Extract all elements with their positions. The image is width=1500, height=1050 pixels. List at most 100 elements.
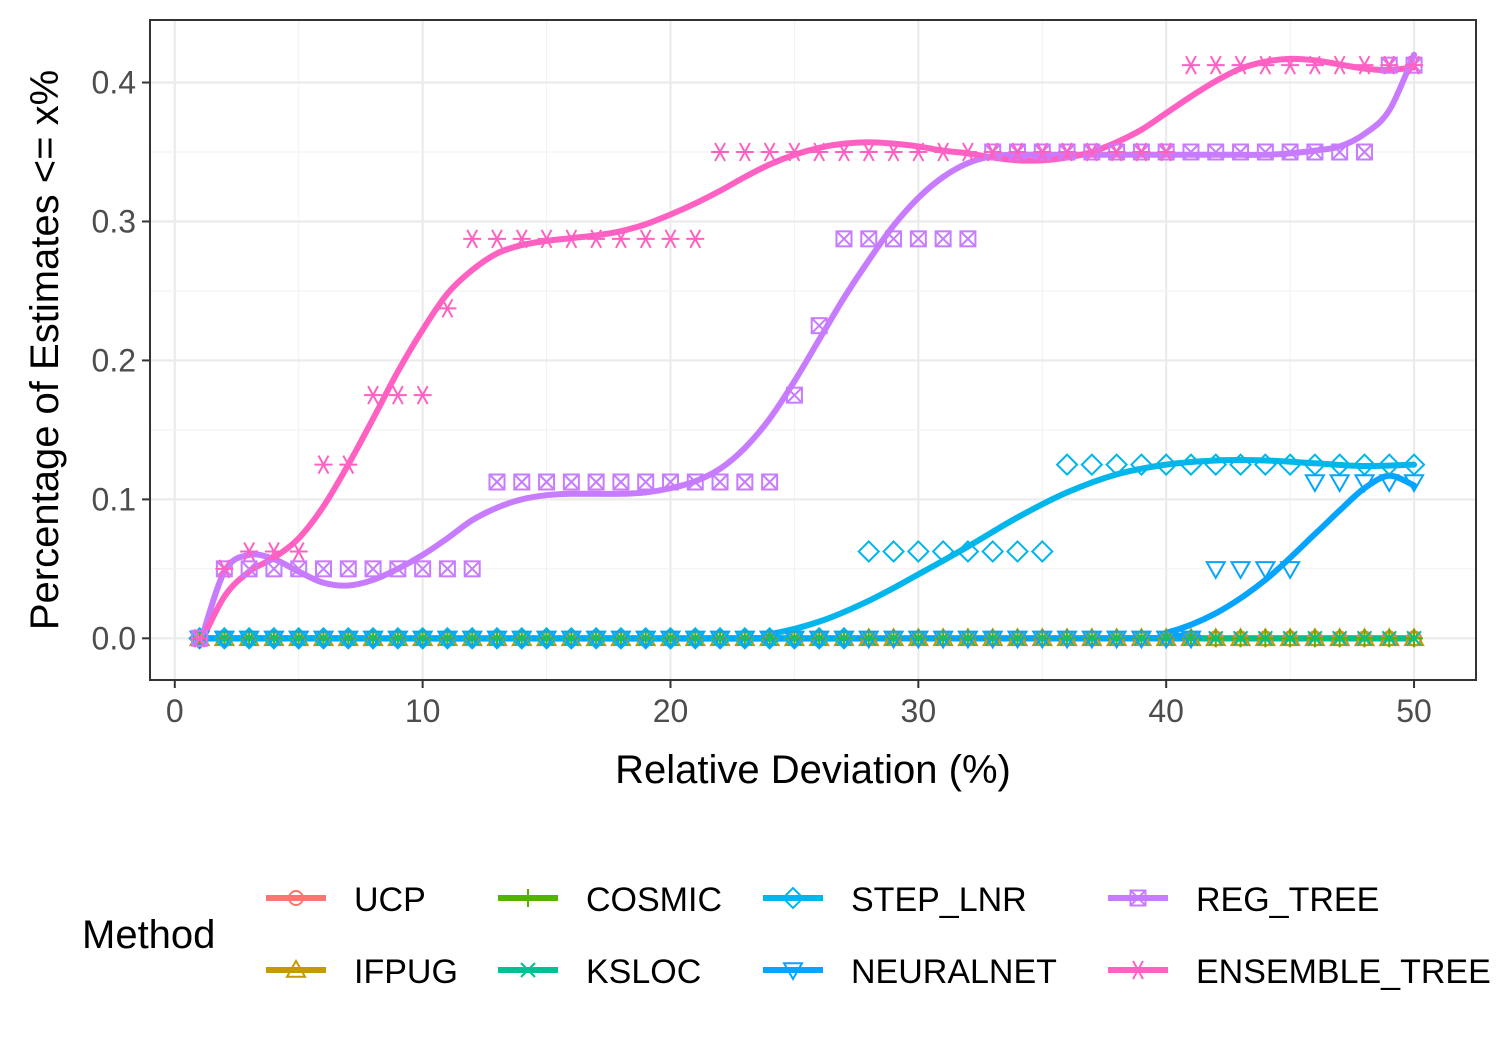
point-ensemble-tree xyxy=(438,298,457,318)
point-ksloc xyxy=(1307,630,1323,647)
point-ensemble-tree xyxy=(834,142,853,162)
point-ensemble-tree xyxy=(636,229,655,249)
legend-item-step-lnr: STEP_LNR xyxy=(763,881,1027,919)
point-reg-tree xyxy=(860,230,878,248)
point-neuralnet xyxy=(634,630,657,650)
x-axis: 0 10 20 30 40 50 xyxy=(166,680,1432,729)
legend-item-ensemble-tree: ENSEMBLE_TREE xyxy=(1108,953,1491,991)
point-neuralnet xyxy=(709,630,731,650)
y-axis: 0.0 0.1 0.2 0.3 0.4 xyxy=(92,65,150,656)
point-ksloc xyxy=(1381,630,1397,647)
point-reg-tree xyxy=(314,560,332,578)
point-ensemble-tree xyxy=(859,142,878,162)
legend-label: IFPUG xyxy=(354,953,458,991)
point-reg-tree xyxy=(364,560,382,578)
point-neuralnet xyxy=(411,630,434,650)
point-neuralnet xyxy=(659,630,682,650)
point-reg-tree xyxy=(389,560,407,578)
point-neuralnet xyxy=(758,630,781,650)
point-ensemble-tree xyxy=(760,142,779,162)
point-neuralnet xyxy=(1403,474,1425,494)
point-neuralnet xyxy=(486,630,508,650)
point-step-lnr xyxy=(1229,453,1252,477)
point-ensemble-tree xyxy=(240,541,259,561)
point-neuralnet xyxy=(808,630,830,650)
legend-label: UCP xyxy=(354,881,426,919)
point-step-lnr xyxy=(906,540,930,563)
point-ensemble-tree xyxy=(413,385,432,405)
point-ensemble-tree xyxy=(1231,55,1250,75)
point-ksloc xyxy=(1208,630,1224,647)
point-neuralnet xyxy=(1081,630,1103,650)
y-tick-label: 0.1 xyxy=(92,481,136,517)
point-ensemble-tree xyxy=(1058,142,1077,162)
point-reg-tree xyxy=(265,560,283,578)
point-reg-tree xyxy=(637,473,655,491)
legend-item-ksloc: KSLOC xyxy=(498,953,701,991)
point-reg-tree xyxy=(463,560,481,578)
legend-key-marker xyxy=(781,886,805,910)
point-reg-tree xyxy=(1281,143,1299,161)
point-ensemble-tree xyxy=(1033,142,1052,162)
point-ensemble-tree xyxy=(1281,55,1300,75)
point-ensemble-tree xyxy=(1380,55,1399,75)
point-neuralnet xyxy=(238,630,260,650)
point-neuralnet xyxy=(387,630,409,650)
legend-key-marker xyxy=(782,962,804,982)
point-neuralnet xyxy=(783,630,806,650)
x-tick-label: 40 xyxy=(1148,693,1184,729)
point-ensemble-tree xyxy=(1132,142,1151,162)
point-reg-tree xyxy=(538,473,556,491)
point-ensemble-tree xyxy=(686,229,705,249)
point-step-lnr xyxy=(956,540,980,563)
point-ensemble-tree xyxy=(537,229,556,249)
point-reg-tree xyxy=(835,230,853,248)
point-step-lnr xyxy=(1030,540,1054,563)
point-step-lnr xyxy=(981,540,1005,563)
point-neuralnet xyxy=(734,630,756,650)
point-reg-tree xyxy=(1232,143,1250,161)
legend: UCP IFPUG COSMIC KSLOC STEP_LNR NEURALNET REG_… xyxy=(266,881,1491,991)
legend-item-cosmic: COSMIC xyxy=(498,881,722,919)
point-reg-tree xyxy=(562,473,580,491)
point-reg-tree xyxy=(885,230,903,248)
point-ksloc xyxy=(1108,630,1125,647)
point-ensemble-tree xyxy=(1355,55,1374,75)
point-ensemble-tree xyxy=(661,229,680,249)
point-step-lnr xyxy=(1105,453,1129,477)
point-ensemble-tree xyxy=(339,455,358,475)
point-neuralnet xyxy=(957,630,979,650)
point-ensemble-tree xyxy=(364,385,383,405)
point-step-lnr xyxy=(857,540,881,563)
point-ensemble-tree xyxy=(958,142,977,162)
point-reg-tree xyxy=(587,473,605,491)
point-ksloc xyxy=(1009,630,1026,647)
point-neuralnet xyxy=(882,630,905,650)
point-ksloc xyxy=(935,630,951,647)
point-ksloc xyxy=(1406,630,1422,647)
point-reg-tree xyxy=(339,560,357,578)
point-ensemble-tree xyxy=(1206,55,1225,75)
x-tick-label: 30 xyxy=(901,693,937,729)
point-neuralnet xyxy=(833,630,855,650)
legend-key-marker xyxy=(519,889,537,907)
point-reg-tree xyxy=(661,473,679,491)
point-neuralnet xyxy=(1006,630,1029,650)
point-ensemble-tree xyxy=(1405,55,1424,75)
legend-item-ucp: UCP xyxy=(266,881,426,919)
point-reg-tree xyxy=(761,473,779,491)
point-neuralnet xyxy=(560,630,583,650)
legend-key-marker xyxy=(1129,889,1147,907)
point-ensemble-tree xyxy=(487,229,506,249)
point-neuralnet xyxy=(263,630,285,650)
point-neuralnet xyxy=(981,630,1004,650)
point-ksloc xyxy=(1356,630,1373,647)
point-reg-tree xyxy=(959,230,977,248)
smooth-line-neuralnet xyxy=(196,472,1418,642)
point-neuralnet xyxy=(1378,474,1400,494)
point-ksloc xyxy=(910,630,927,647)
point-ensemble-tree xyxy=(587,229,606,249)
point-ksloc xyxy=(1331,630,1348,647)
point-step-lnr xyxy=(1129,453,1153,477)
point-neuralnet xyxy=(1304,474,1326,494)
